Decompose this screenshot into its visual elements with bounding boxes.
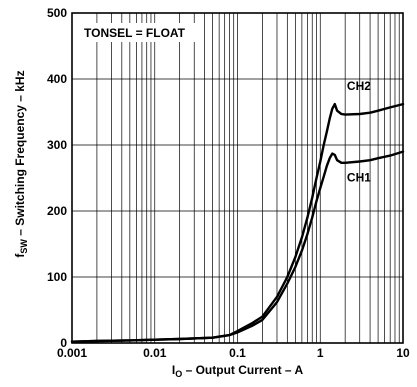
x-tick-label: 10: [396, 346, 410, 360]
y-axis-title-main: f: [13, 253, 27, 258]
x-tick-label: 1: [317, 346, 324, 360]
series-label-ch2: CH2: [347, 79, 371, 93]
y-axis-title-rest: – Switching Frequency – kHz: [13, 70, 27, 239]
x-tick-label: 0.01: [143, 346, 167, 360]
grid: [72, 13, 403, 343]
annotation-text: TONSEL = FLOAT: [84, 26, 186, 40]
series-layer: CH2 CH1: [70, 79, 405, 343]
annotation-box: TONSEL = FLOAT: [78, 23, 204, 42]
y-tick-label: 0: [60, 336, 67, 350]
y-tick-labels: 0 100 200 300 400 500: [47, 6, 67, 350]
y-tick-label: 300: [47, 138, 67, 152]
x-axis-title-rest: – Output Current – A: [182, 363, 303, 377]
x-axis-title-subscript: O: [175, 369, 182, 379]
x-axis-title: IO – Output Current – A: [172, 363, 304, 379]
plot-frame: [71, 12, 404, 344]
x-tick-label: 0.001: [57, 346, 87, 360]
x-tick-labels: 0.001 0.01 0.1 1 10: [57, 346, 410, 360]
x-tick-label: 0.1: [229, 346, 246, 360]
y-axis-title-subscript: SW: [19, 239, 29, 254]
series-line-ch1: [70, 150, 405, 343]
y-tick-label: 100: [47, 270, 67, 284]
y-axis-title: fSW – Switching Frequency – kHz: [13, 70, 29, 257]
y-tick-label: 400: [47, 72, 67, 86]
series-label-ch1: CH1: [347, 170, 371, 184]
x-axis-title-main: I: [172, 363, 175, 377]
y-tick-label: 200: [47, 204, 67, 218]
y-tick-label: 500: [47, 6, 67, 20]
